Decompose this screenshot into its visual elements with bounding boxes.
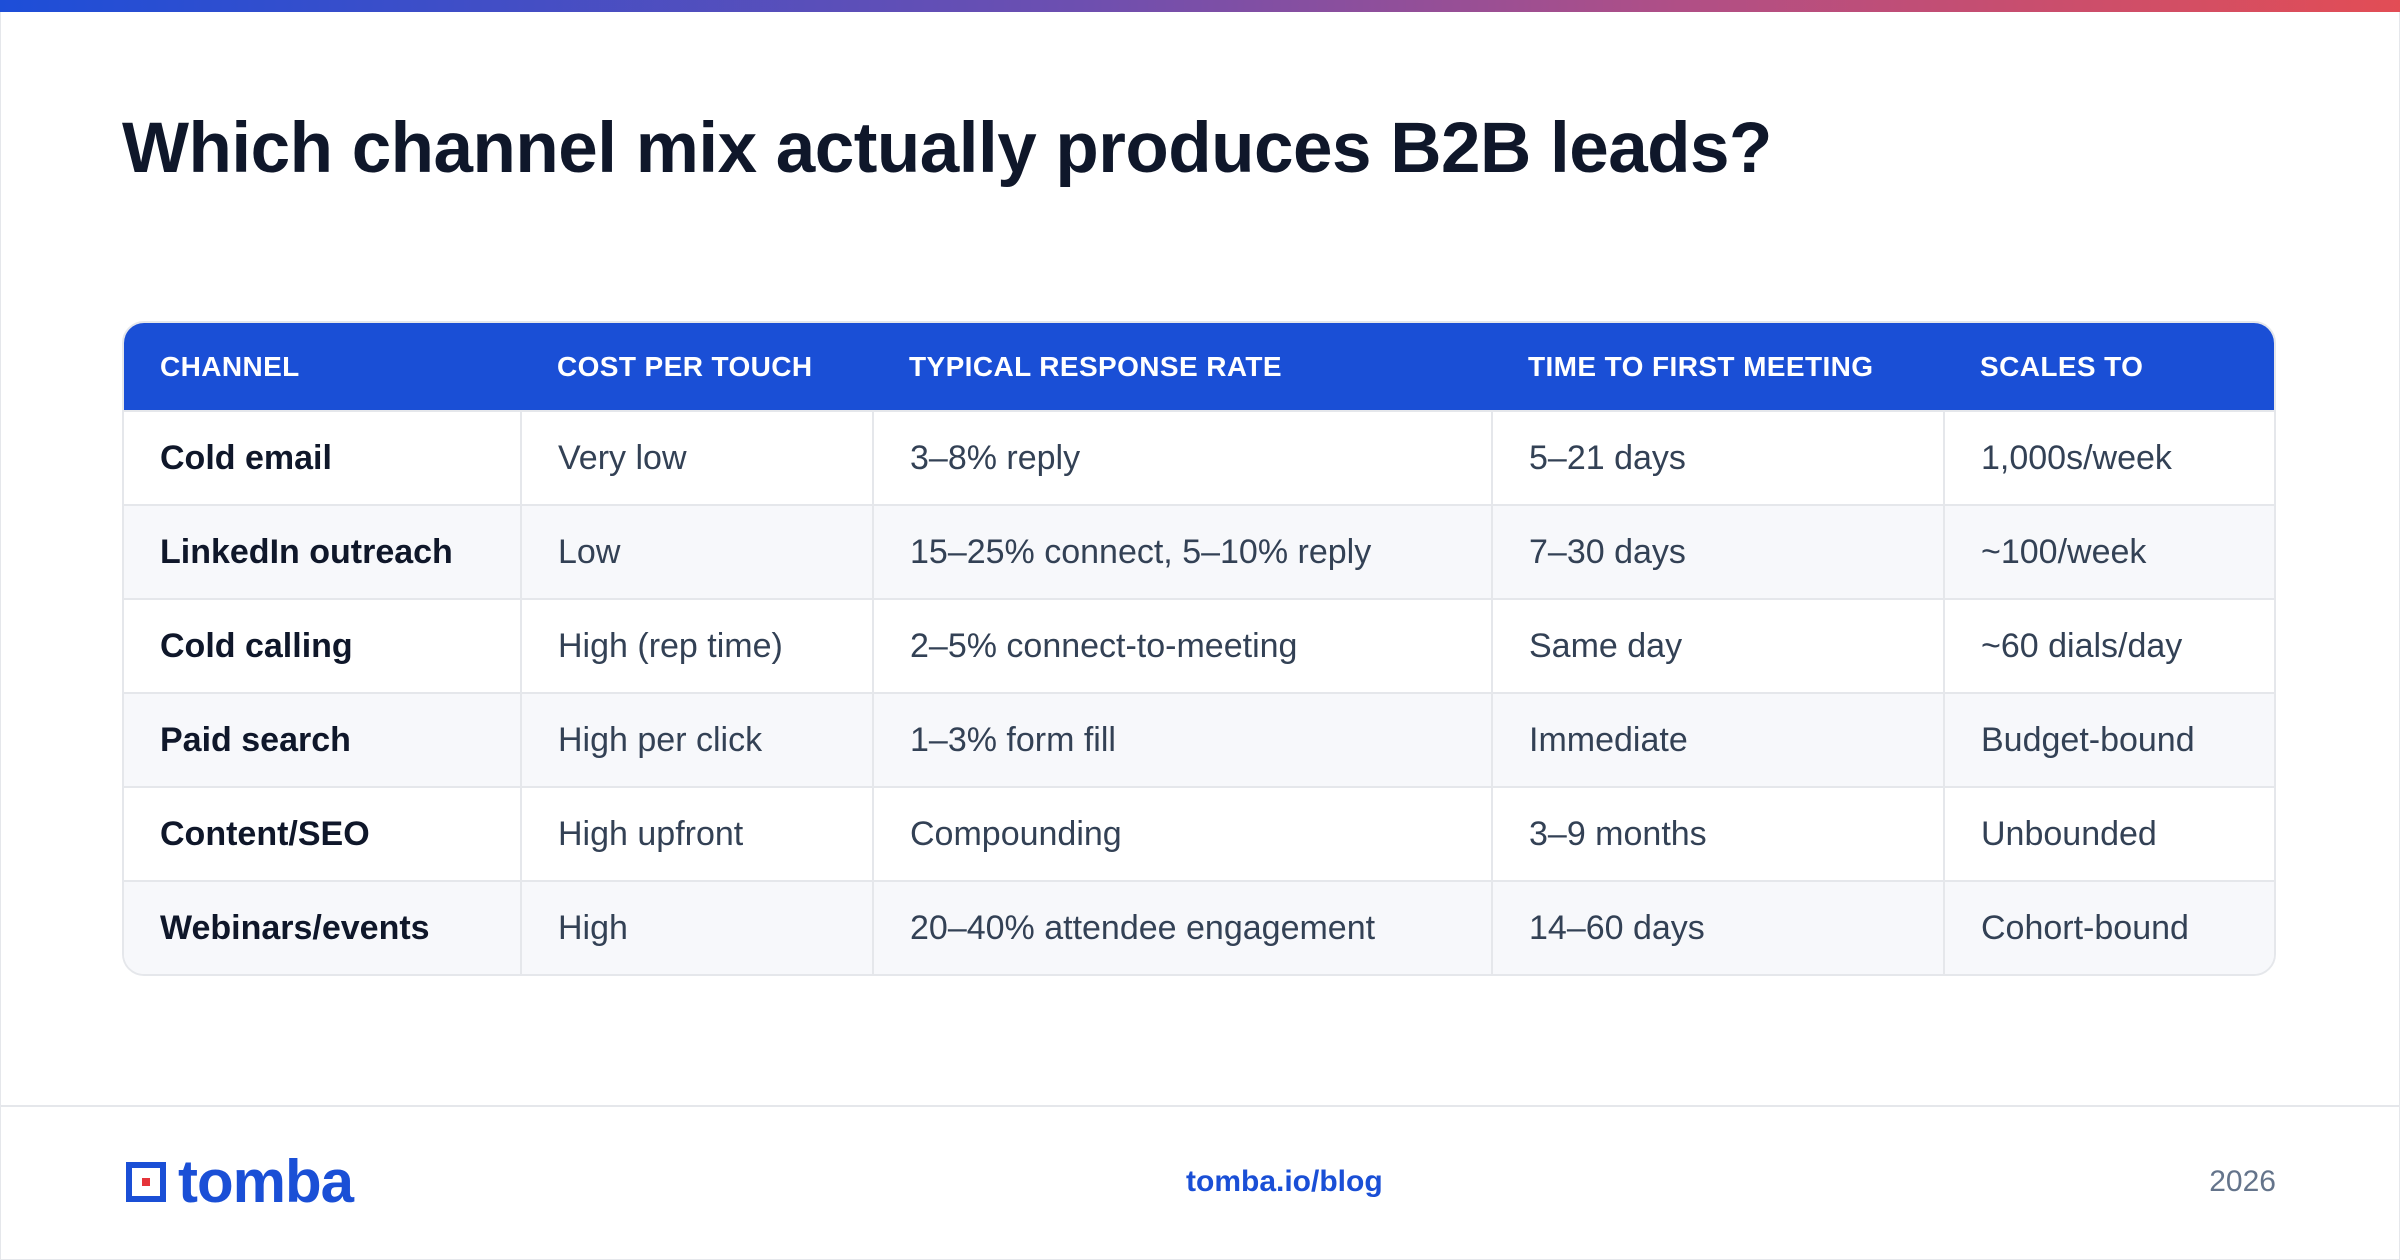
time-to-meeting-cell: Same day xyxy=(1491,598,1944,693)
cost-cell: Low xyxy=(520,504,873,599)
scales-to-cell: ~100/week xyxy=(1943,504,2274,599)
footer-year: 2026 xyxy=(2209,1165,2276,1198)
time-to-meeting-cell: 7–30 days xyxy=(1491,504,1944,599)
response-rate-cell: 20–40% attendee engagement xyxy=(872,880,1492,974)
response-rate-cell: 1–3% form fill xyxy=(872,692,1492,787)
footer-divider xyxy=(0,1105,2400,1107)
scales-to-cell: ~60 dials/day xyxy=(1943,598,2274,693)
scales-to-cell: Cohort-bound xyxy=(1943,880,2274,974)
header-typical-response-rate: TYPICAL RESPONSE RATE xyxy=(909,350,1282,382)
scales-to-cell: Budget-bound xyxy=(1943,692,2274,787)
time-to-meeting-cell: Immediate xyxy=(1491,692,1944,787)
channel-cell: Cold email xyxy=(124,410,521,505)
table-row: Webinars/events High 20–40% attendee eng… xyxy=(124,880,2274,974)
page-title: Which channel mix actually produces B2B … xyxy=(122,109,1772,188)
scales-to-cell: Unbounded xyxy=(1943,786,2274,881)
blog-link[interactable]: tomba.io/blog xyxy=(1186,1165,1383,1198)
logo-wordmark: tomba xyxy=(178,1148,354,1215)
cost-cell: High (rep time) xyxy=(520,598,873,693)
response-rate-cell: 15–25% connect, 5–10% reply xyxy=(872,504,1492,599)
channel-cell: Paid search xyxy=(124,692,521,787)
table-row: Cold calling High (rep time) 2–5% connec… xyxy=(124,598,2274,693)
comparison-table: CHANNEL COST PER TOUCH TYPICAL RESPONSE … xyxy=(122,321,2276,976)
channel-cell: Webinars/events xyxy=(124,880,521,974)
table-header-row: CHANNEL COST PER TOUCH TYPICAL RESPONSE … xyxy=(124,323,2274,411)
time-to-meeting-cell: 5–21 days xyxy=(1491,410,1944,505)
response-rate-cell: Compounding xyxy=(872,786,1492,881)
table-row: Cold email Very low 3–8% reply 5–21 days… xyxy=(124,410,2274,505)
header-scales-to: SCALES TO xyxy=(1980,350,2144,382)
channel-cell: Cold calling xyxy=(124,598,521,693)
header-time-to-first-meeting: TIME TO FIRST MEETING xyxy=(1528,350,1874,382)
scales-to-cell: 1,000s/week xyxy=(1943,410,2274,505)
gradient-top-bar xyxy=(0,0,2400,12)
tomba-logo-icon xyxy=(126,1162,166,1202)
header-channel: CHANNEL xyxy=(160,350,300,382)
cost-cell: High xyxy=(520,880,873,974)
header-cost-per-touch: COST PER TOUCH xyxy=(557,350,813,382)
cost-cell: High per click xyxy=(520,692,873,787)
response-rate-cell: 3–8% reply xyxy=(872,410,1492,505)
table-row: LinkedIn outreach Low 15–25% connect, 5–… xyxy=(124,504,2274,599)
time-to-meeting-cell: 3–9 months xyxy=(1491,786,1944,881)
channel-cell: Content/SEO xyxy=(124,786,521,881)
table-row: Paid search High per click 1–3% form fil… xyxy=(124,692,2274,787)
response-rate-cell: 2–5% connect-to-meeting xyxy=(872,598,1492,693)
tomba-logo: tomba xyxy=(122,1148,354,1215)
channel-cell: LinkedIn outreach xyxy=(124,504,521,599)
table-row: Content/SEO High upfront Compounding 3–9… xyxy=(124,786,2274,881)
time-to-meeting-cell: 14–60 days xyxy=(1491,880,1944,974)
cost-cell: Very low xyxy=(520,410,873,505)
cost-cell: High upfront xyxy=(520,786,873,881)
